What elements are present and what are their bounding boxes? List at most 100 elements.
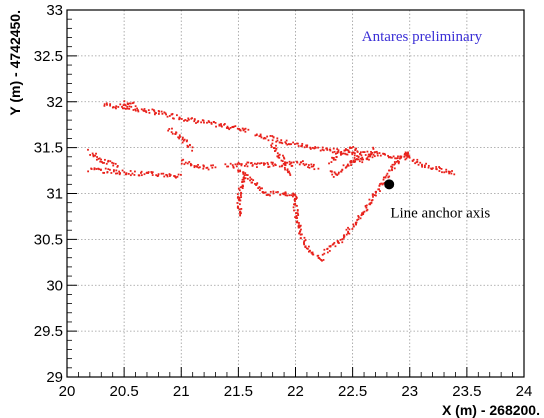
data-point [214, 121, 217, 124]
data-point [361, 156, 364, 159]
data-point [347, 226, 349, 229]
data-point [275, 140, 278, 143]
data-point [223, 123, 226, 125]
data-point [295, 215, 298, 218]
data-point [277, 154, 280, 157]
data-point [411, 160, 414, 162]
data-point [87, 148, 89, 151]
data-point [430, 167, 432, 170]
data-point [98, 157, 101, 160]
data-point [255, 133, 258, 136]
data-point [277, 191, 279, 193]
data-point [134, 170, 136, 173]
data-point [347, 151, 350, 153]
data-point [153, 113, 156, 116]
data-point [224, 163, 227, 166]
data-point [293, 199, 296, 201]
data-point [386, 172, 389, 175]
data-point [186, 139, 188, 142]
data-point [272, 190, 275, 193]
data-point [145, 172, 148, 174]
data-point [359, 217, 362, 220]
data-point [126, 107, 129, 110]
data-point [97, 167, 100, 170]
data-point [212, 164, 214, 167]
data-point [312, 253, 315, 256]
data-point [341, 169, 344, 171]
data-point [240, 186, 243, 188]
data-point [295, 197, 298, 199]
data-point [157, 113, 160, 115]
data-point [161, 112, 164, 115]
data-point [290, 161, 293, 164]
data-point [157, 174, 160, 177]
x-tick-label-0: 20 [59, 383, 76, 400]
data-point [291, 195, 294, 198]
data-point [246, 177, 249, 180]
data-point [288, 163, 291, 166]
data-point [298, 163, 301, 166]
data-point [91, 152, 94, 155]
data-point [258, 189, 261, 192]
data-point [181, 136, 184, 139]
data-point [348, 232, 351, 235]
data-point [424, 164, 426, 167]
data-point [297, 145, 300, 147]
data-point [112, 170, 115, 173]
data-point [449, 170, 451, 173]
data-point [321, 148, 324, 151]
data-point [380, 182, 383, 185]
data-point [137, 109, 139, 112]
data-point [375, 191, 377, 194]
data-point [103, 104, 106, 107]
data-point [263, 163, 265, 166]
data-point [306, 146, 308, 148]
data-point [296, 204, 298, 207]
data-point [323, 248, 326, 251]
data-point [291, 164, 294, 167]
data-point [178, 137, 181, 140]
data-point [296, 217, 299, 219]
data-point [343, 234, 345, 237]
data-point [382, 176, 385, 179]
data-point [256, 162, 259, 165]
data-point [107, 159, 110, 162]
data-point [246, 165, 249, 168]
data-point [274, 164, 277, 167]
data-point [243, 164, 246, 167]
data-point [348, 228, 351, 231]
data-point [253, 162, 256, 165]
data-point [351, 151, 354, 154]
data-point [262, 162, 265, 165]
data-point [284, 192, 287, 195]
data-point [368, 158, 370, 161]
data-point [385, 174, 388, 177]
data-point [334, 245, 337, 248]
data-point [329, 149, 332, 152]
data-point [299, 161, 302, 164]
data-point [307, 245, 310, 248]
data-point [371, 151, 373, 154]
data-point [296, 160, 298, 163]
data-point [370, 153, 373, 156]
data-point [311, 146, 314, 149]
data-point [283, 192, 286, 195]
data-point [387, 176, 390, 179]
data-point [390, 156, 393, 159]
data-point [295, 217, 298, 220]
data-point [189, 162, 192, 165]
axis-ticks [66, 9, 525, 378]
data-point [260, 162, 263, 164]
data-point [290, 194, 293, 197]
data-point [326, 248, 329, 250]
data-point [336, 174, 339, 176]
data-point [394, 162, 397, 165]
data-point [92, 155, 95, 158]
data-point [109, 168, 111, 171]
data-point [193, 165, 196, 167]
data-point [245, 174, 248, 176]
data-point [292, 161, 295, 164]
data-point [317, 146, 319, 149]
data-point [289, 162, 292, 165]
data-point [331, 151, 334, 154]
